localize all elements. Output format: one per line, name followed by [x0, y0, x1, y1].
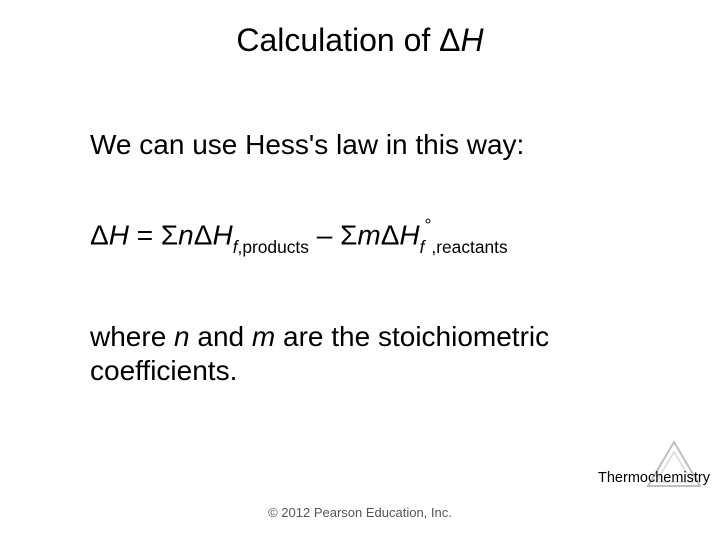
body-line-1: We can use Hess's law in this way: [90, 128, 650, 162]
f-H3: H [399, 219, 419, 250]
f-H1: H [109, 219, 129, 250]
f-eq: = [129, 219, 161, 250]
title-delta: Δ [439, 22, 460, 58]
l2-pre: where [90, 321, 174, 352]
f-sigma2: Σ [340, 219, 357, 250]
f-delta2: Δ [194, 219, 213, 250]
f-minus: – [309, 219, 340, 250]
f-sub-prod: ,products [238, 237, 309, 257]
f-sigma1: Σ [161, 219, 178, 250]
f-sub-react: ,reactants [431, 237, 507, 257]
copyright-text: © 2012 Pearson Education, Inc. [0, 505, 720, 520]
body-line-2: where n and m are the stoichiometric coe… [90, 320, 630, 387]
f-deg: ° [424, 215, 431, 235]
slide: Calculation of ΔH We can use Hess's law … [0, 0, 720, 540]
f-delta1: Δ [90, 219, 109, 250]
f-m: m [357, 219, 380, 250]
l2-n: n [174, 321, 190, 352]
f-f2: f [420, 237, 425, 257]
title-pre: Calculation of [236, 22, 439, 58]
l2-mid: and [190, 321, 252, 352]
f-delta3: Δ [381, 219, 400, 250]
watermark-label: Thermochemistry [598, 470, 710, 486]
title-H: H [461, 22, 484, 58]
slide-title: Calculation of ΔH [0, 22, 720, 59]
l2-m: m [252, 321, 275, 352]
f-n: n [178, 219, 194, 250]
f-H2: H [212, 219, 232, 250]
formula: ΔH = ΣnΔHf,products – ΣmΔHf°,reactants [90, 218, 670, 256]
